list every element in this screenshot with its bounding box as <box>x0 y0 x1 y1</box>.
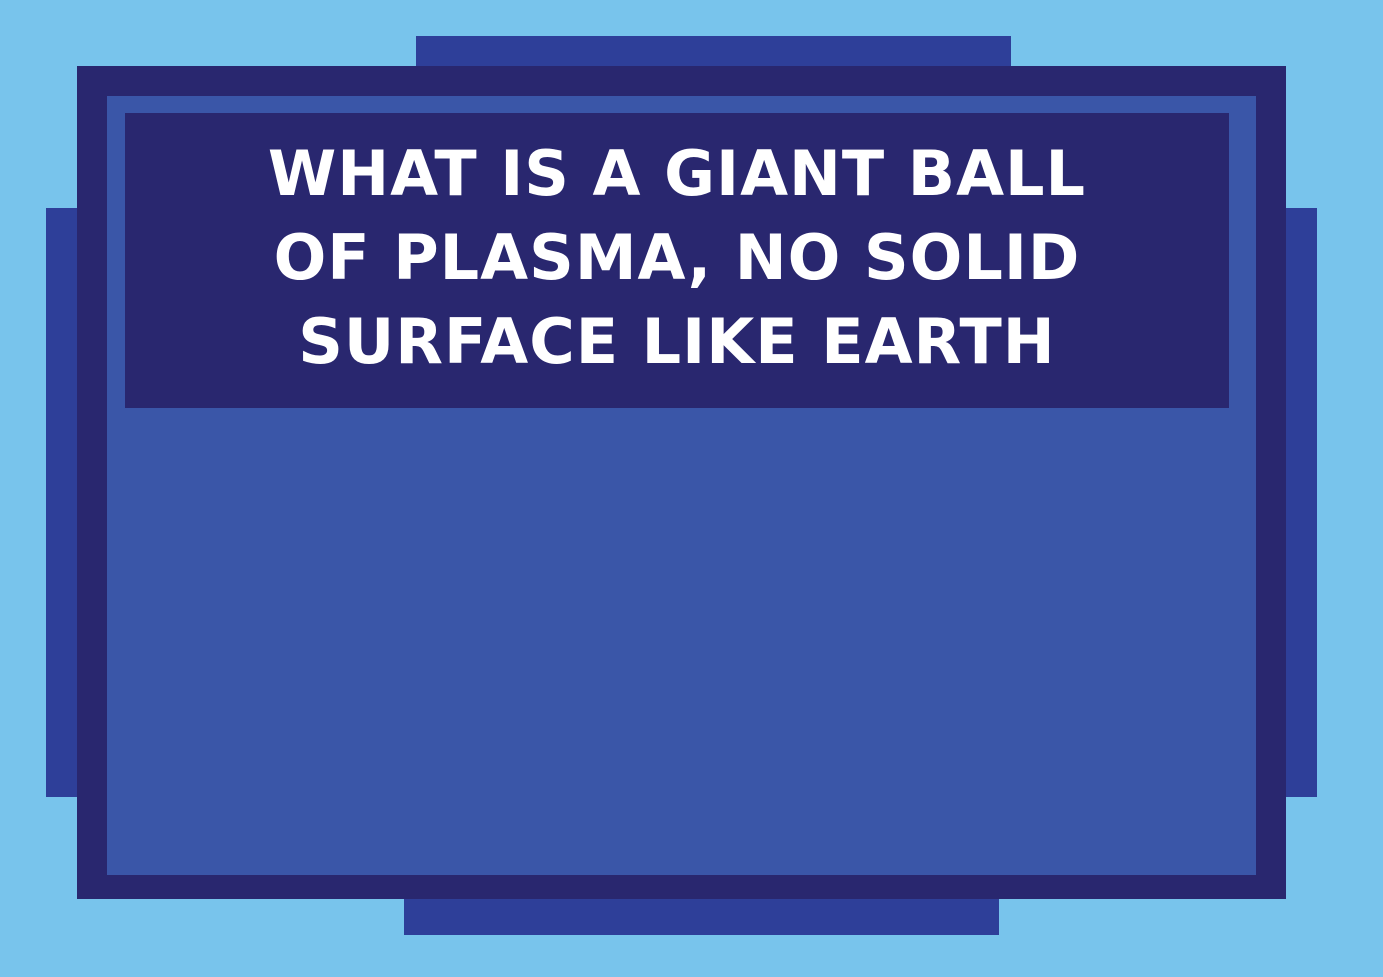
question-banner: WHAT IS A GIANT BALL OF PLASMA, NO SOLID… <box>125 113 1229 408</box>
question-text: WHAT IS A GIANT BALL OF PLASMA, NO SOLID… <box>267 136 1087 378</box>
